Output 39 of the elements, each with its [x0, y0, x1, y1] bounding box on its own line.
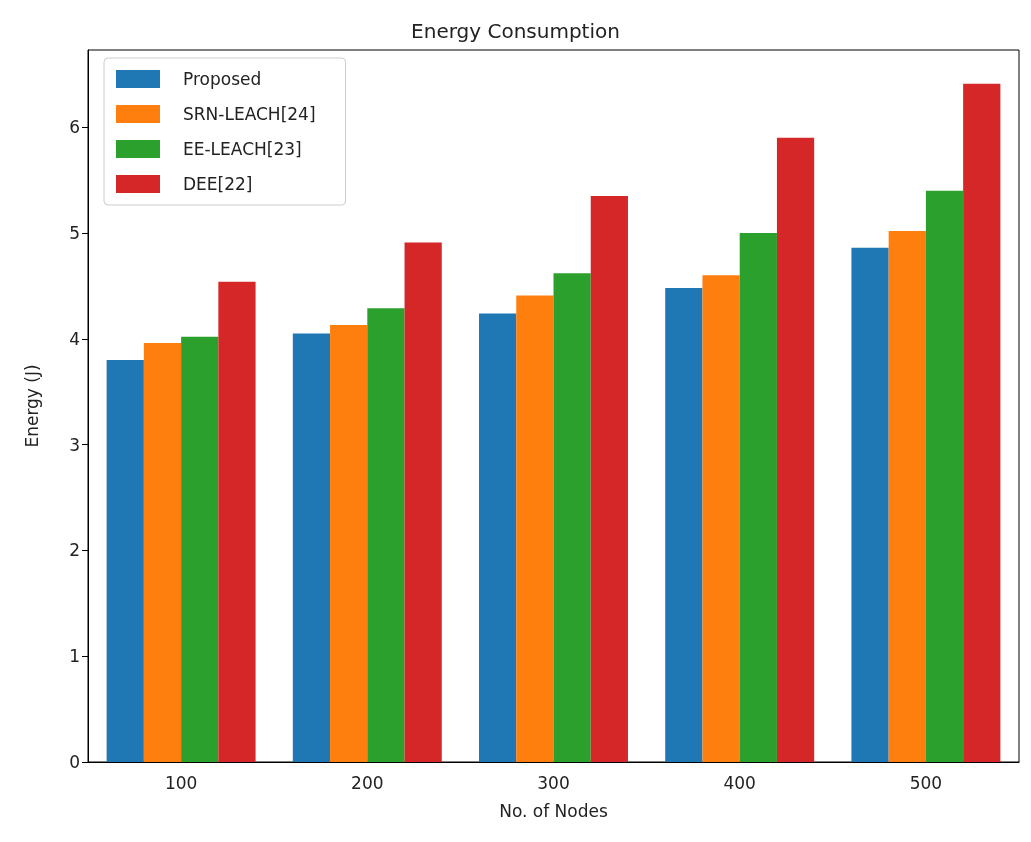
- bar: [776, 137, 815, 762]
- y-tick-label: 5: [69, 223, 80, 244]
- bar: [702, 275, 740, 762]
- bar: [553, 273, 591, 762]
- legend-label: EE-LEACH[23]: [183, 139, 302, 159]
- x-tick-label: 300: [537, 772, 570, 793]
- legend-label: SRN-LEACH[24]: [183, 104, 316, 124]
- bar: [963, 83, 1001, 762]
- y-tick-label: 1: [69, 646, 80, 667]
- bar: [292, 333, 331, 762]
- bar: [181, 336, 219, 762]
- bar: [143, 343, 182, 762]
- bar: [516, 295, 554, 762]
- y-axis-title: Energy (J): [21, 364, 42, 448]
- y-tick-label: 0: [69, 752, 80, 772]
- bar: [665, 288, 703, 762]
- chart-title: Energy Consumption: [411, 19, 620, 43]
- bar: [925, 190, 964, 762]
- y-tick-label: 6: [69, 117, 80, 138]
- bar: [888, 230, 926, 762]
- x-tick-label: 100: [164, 772, 198, 793]
- bar: [218, 281, 256, 762]
- y-tick-label: 3: [69, 434, 80, 455]
- bar: [739, 233, 777, 762]
- bar: [590, 196, 628, 762]
- legend-label: DEE[22]: [183, 174, 253, 194]
- x-axis-title: No. of Nodes: [499, 800, 608, 821]
- bar: [851, 247, 889, 762]
- y-tick-label: 4: [69, 328, 80, 349]
- x-tick-label: 400: [723, 772, 756, 793]
- x-tick-label: 200: [351, 772, 384, 793]
- y-tick-label: 2: [69, 540, 80, 561]
- bar: [367, 308, 405, 762]
- x-tick-label: 500: [909, 772, 943, 793]
- bar: [330, 325, 368, 762]
- bar: [404, 242, 442, 762]
- bar: [106, 359, 144, 762]
- legend-label: Proposed: [183, 69, 262, 89]
- bar: [479, 313, 517, 762]
